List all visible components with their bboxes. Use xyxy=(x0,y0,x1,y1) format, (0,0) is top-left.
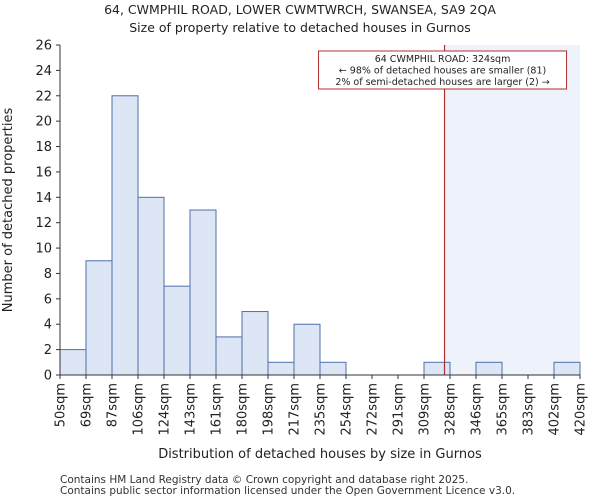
y-tick-label: 12 xyxy=(35,216,52,231)
y-tick-label: 2 xyxy=(44,343,52,358)
y-tick-label: 4 xyxy=(44,318,52,333)
x-tick-label: 161sqm xyxy=(210,383,225,436)
x-tick-label: 50sqm xyxy=(54,383,69,427)
footer-licence: Contains public sector information licen… xyxy=(60,485,516,497)
x-tick-label: 69sqm xyxy=(80,383,95,427)
x-tick-label: 383sqm xyxy=(522,383,537,436)
x-tick-label: 87sqm xyxy=(106,383,121,427)
x-tick-label: 106sqm xyxy=(132,383,147,436)
x-tick-label: 143sqm xyxy=(184,383,199,436)
histogram-bar xyxy=(59,349,87,376)
histogram-bar xyxy=(215,336,243,376)
histogram-bar xyxy=(475,361,503,376)
x-tick-label: 346sqm xyxy=(470,383,485,436)
y-tick-label: 20 xyxy=(35,115,52,130)
y-tick-label: 0 xyxy=(44,369,52,384)
y-tick-label: 14 xyxy=(35,191,52,206)
y-tick-label: 26 xyxy=(35,39,52,54)
annotation-box xyxy=(318,50,568,90)
histogram-bar xyxy=(189,209,217,376)
histogram-bar xyxy=(293,323,321,376)
histogram-bar xyxy=(85,260,113,376)
x-tick-label: 124sqm xyxy=(158,383,173,436)
x-tick-label: 235sqm xyxy=(314,383,329,436)
histogram-bar xyxy=(241,311,269,376)
annotation-line: 2% of semi-detached houses are larger (2… xyxy=(335,77,549,88)
histogram-bar xyxy=(267,361,295,376)
histogram-bar xyxy=(319,361,347,376)
annotation-line: 64 CWMPHIL ROAD: 324sqm xyxy=(375,54,511,65)
x-tick-label: 402sqm xyxy=(548,383,563,436)
y-tick-label: 24 xyxy=(35,64,52,79)
x-axis-label: Distribution of detached houses by size … xyxy=(158,447,482,462)
x-tick-label: 198sqm xyxy=(262,383,277,436)
y-tick-label: 18 xyxy=(35,140,52,155)
y-tick-label: 16 xyxy=(35,165,52,180)
histogram-bar xyxy=(137,196,165,376)
y-tick-label: 8 xyxy=(44,267,52,282)
histogram-bar xyxy=(423,361,451,376)
x-tick-label: 217sqm xyxy=(288,383,303,436)
x-tick-label: 254sqm xyxy=(340,383,355,436)
x-tick-label: 309sqm xyxy=(418,383,433,436)
x-tick-label: 180sqm xyxy=(236,383,251,436)
annotation-line: ← 98% of detached houses are smaller (81… xyxy=(339,66,546,77)
histogram-bar xyxy=(163,285,191,376)
y-tick-label: 6 xyxy=(44,292,52,307)
chart-title: 64, CWMPHIL ROAD, LOWER CWMTWRCH, SWANSE… xyxy=(104,2,496,17)
x-tick-label: 272sqm xyxy=(366,383,381,436)
x-tick-label: 365sqm xyxy=(496,383,511,436)
y-tick-label: 10 xyxy=(35,242,52,257)
x-tick-label: 291sqm xyxy=(392,383,407,436)
shaded-region xyxy=(444,45,580,375)
y-tick-label: 22 xyxy=(35,89,52,104)
x-tick-label: 420sqm xyxy=(574,383,589,436)
histogram-bar xyxy=(553,361,581,376)
y-axis-label: Number of detached properties xyxy=(1,108,16,313)
histogram-bar xyxy=(111,95,139,376)
footer-copyright: Contains HM Land Registry data © Crown c… xyxy=(60,474,469,486)
chart-subtitle: Size of property relative to detached ho… xyxy=(129,20,471,35)
x-tick-label: 328sqm xyxy=(444,383,459,436)
